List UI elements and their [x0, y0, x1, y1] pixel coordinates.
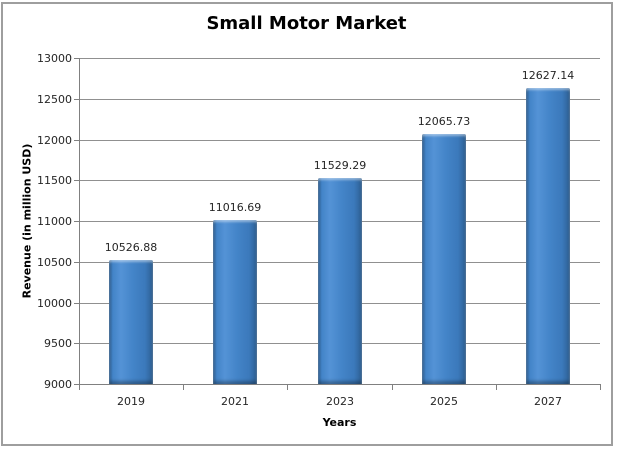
x-tick-label: 2025: [430, 395, 458, 408]
bar: [213, 219, 257, 384]
y-axis-line: [79, 58, 80, 385]
y-tick-label: 10500: [37, 256, 72, 269]
x-tick: [496, 385, 497, 390]
chart-frame: [1, 2, 613, 446]
y-tick: [74, 180, 79, 181]
bar-value-label: 10526.88: [104, 241, 158, 254]
y-tick-label: 9000: [44, 378, 72, 391]
bar-value-label: 12065.73: [417, 115, 471, 128]
bar-value-label: 12627.14: [521, 69, 575, 82]
y-tick: [74, 262, 79, 263]
x-tick: [287, 385, 288, 390]
x-tick-label: 2027: [534, 395, 562, 408]
x-tick: [183, 385, 184, 390]
y-tick-label: 12000: [37, 134, 72, 147]
y-tick: [74, 58, 79, 59]
x-tick-label: 2021: [221, 395, 249, 408]
y-tick: [74, 343, 79, 344]
x-tick-label: 2019: [117, 395, 145, 408]
x-tick-label: 2023: [326, 395, 354, 408]
bar: [109, 259, 153, 384]
y-tick-label: 9500: [44, 337, 72, 350]
y-tick: [74, 99, 79, 100]
x-axis-title: Years: [322, 416, 357, 429]
bar-value-label: 11529.29: [313, 159, 367, 172]
y-tick-label: 11000: [37, 215, 72, 228]
y-tick: [74, 303, 79, 304]
x-tick: [600, 385, 601, 390]
gridline: [79, 99, 600, 100]
bar: [422, 134, 466, 384]
x-tick: [79, 385, 80, 390]
y-tick-label: 10000: [37, 297, 72, 310]
y-tick-label: 11500: [37, 174, 72, 187]
y-tick: [74, 140, 79, 141]
y-tick: [74, 221, 79, 222]
y-tick-label: 12500: [37, 93, 72, 106]
x-tick: [392, 385, 393, 390]
gridline: [79, 140, 600, 141]
bar: [526, 88, 570, 384]
x-axis-line: [79, 384, 601, 385]
bar-value-label: 11016.69: [208, 201, 262, 214]
y-tick-label: 13000: [37, 52, 72, 65]
y-tick: [74, 384, 79, 385]
gridline: [79, 58, 600, 59]
chart-title: Small Motor Market: [206, 13, 407, 34]
bar: [318, 177, 362, 384]
